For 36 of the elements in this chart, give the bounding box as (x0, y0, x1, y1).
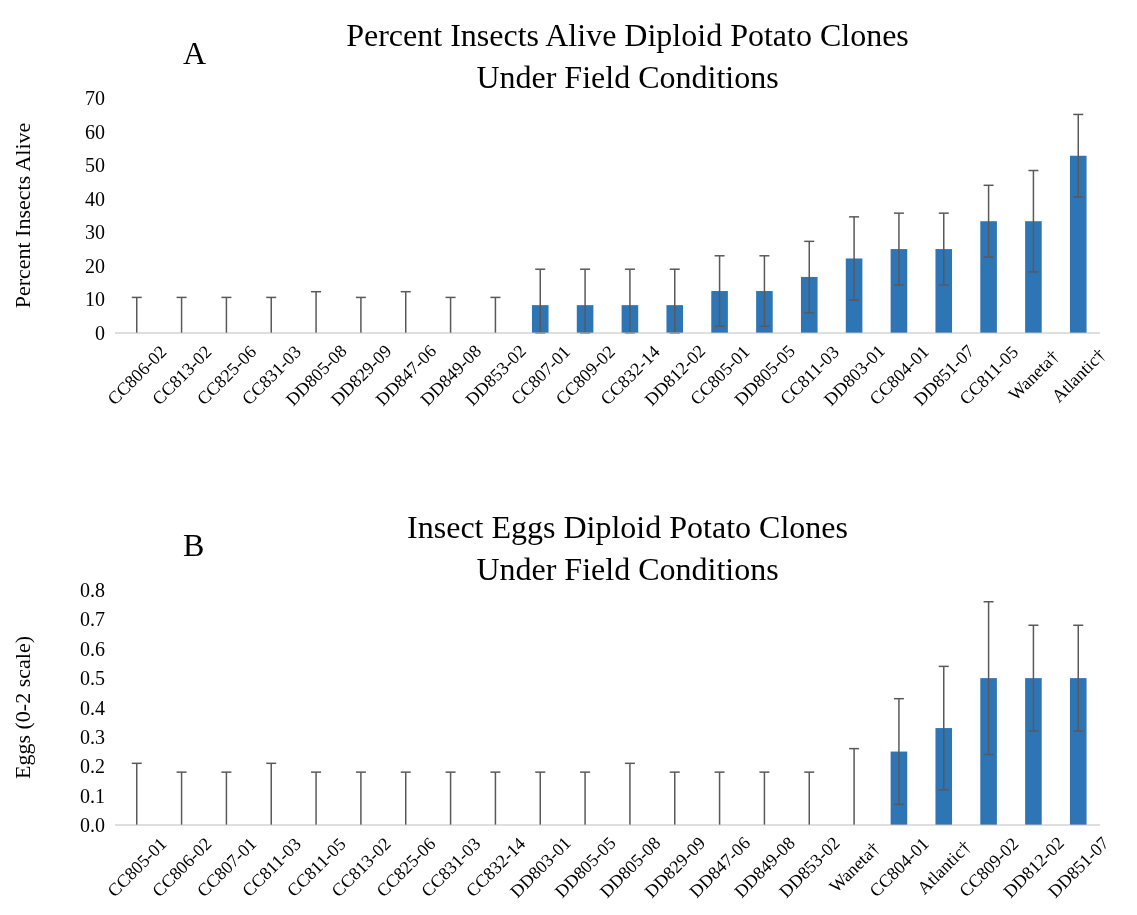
bar (1069, 155, 1087, 333)
y-tick-label: 0.4 (80, 696, 105, 719)
y-tick-label: 40 (85, 187, 105, 210)
y-tick-label: 70 (85, 87, 105, 109)
chart-title: Insect Eggs Diploid Potato Clones Under Field Conditions (407, 509, 848, 587)
bar (890, 249, 908, 333)
y-tick-label: 0.0 (80, 814, 105, 836)
bar (845, 258, 863, 333)
y-tick-label: 0.6 (80, 637, 105, 660)
text: A (183, 35, 207, 71)
y-tick-label: 0.8 (80, 579, 105, 601)
bar (935, 249, 953, 333)
bar (711, 291, 728, 333)
y-axis-title: Percent Insects Alive (10, 122, 35, 309)
y-tick-label: 0 (95, 322, 105, 344)
y-tick-label: 60 (85, 120, 105, 143)
bar (756, 291, 773, 333)
bar (800, 276, 818, 333)
y-tick-label: 0.2 (80, 755, 105, 778)
chart-title: Percent Insects Alive Diploid Potato Clones Under Field Conditions (346, 17, 909, 95)
bar (935, 728, 953, 825)
y-tick-label: 0.3 (80, 725, 105, 748)
y-tick-label: 0.7 (80, 608, 105, 631)
bar (1025, 221, 1042, 333)
bar (980, 678, 997, 825)
bar (1025, 678, 1042, 825)
y-tick-label: 0.1 (80, 784, 105, 807)
bar (1069, 678, 1087, 825)
y-tick-label: 50 (85, 154, 105, 177)
y-tick-label: 20 (85, 254, 105, 277)
text: B (183, 527, 205, 563)
bar (980, 221, 997, 333)
y-tick-label: 10 (85, 288, 105, 311)
y-axis-title: Eggs (0-2 scale) (10, 636, 35, 779)
y-tick-label: 0.5 (80, 667, 105, 690)
y-tick-label: 30 (85, 221, 105, 244)
